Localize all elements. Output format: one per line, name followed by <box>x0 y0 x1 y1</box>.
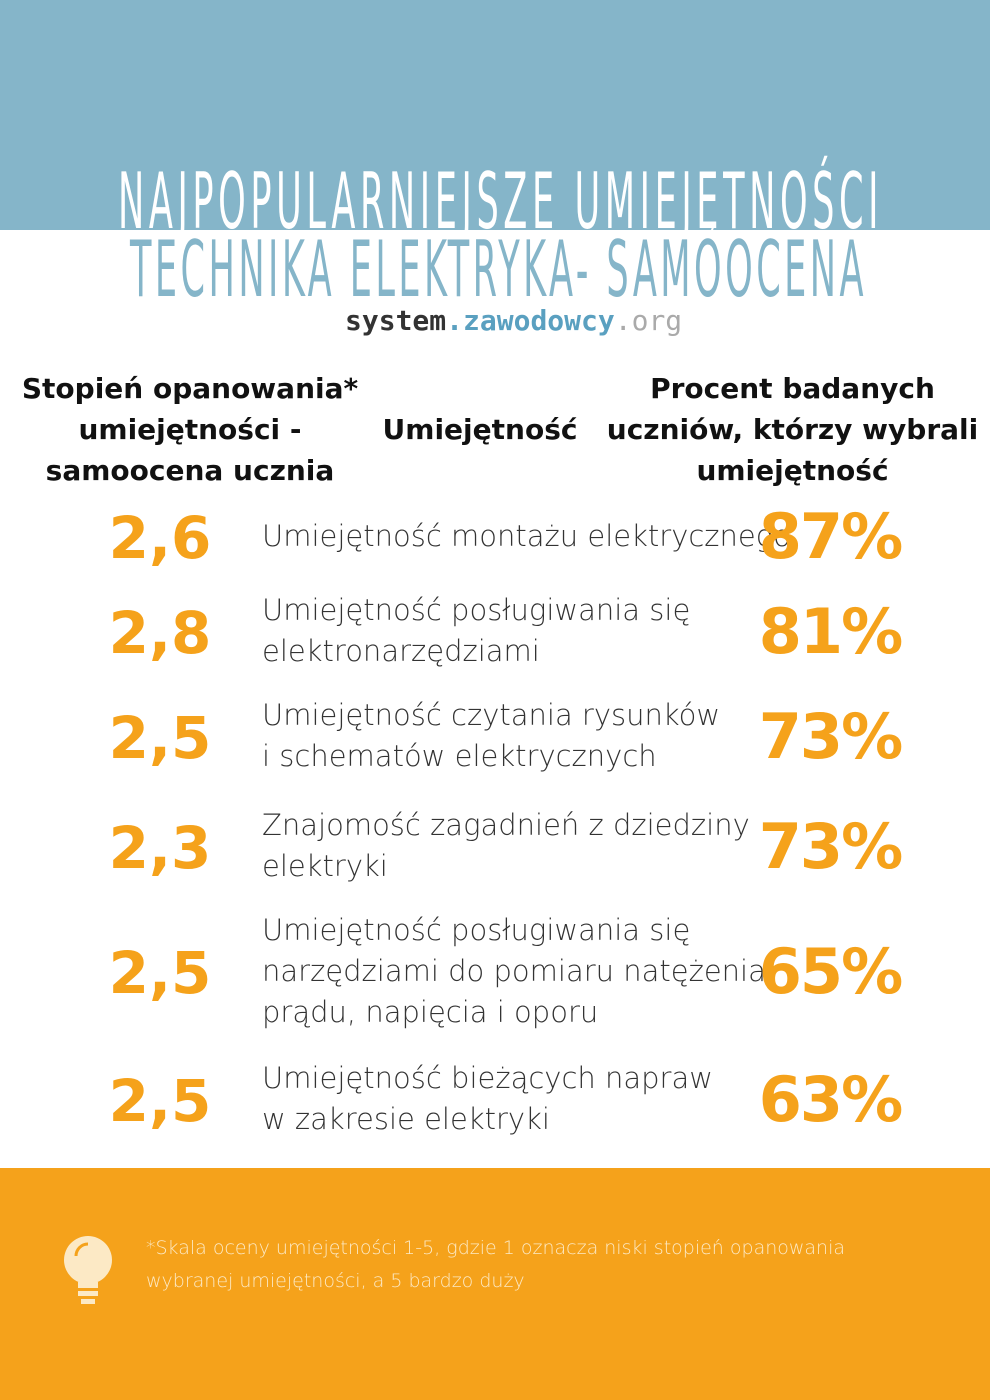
score: 2,5 <box>108 704 212 772</box>
column-header-line: samoocena ucznia <box>45 454 335 487</box>
column-header-line: umiejętności - <box>78 413 302 446</box>
skill-line: narzędziami do pomiaru natężenia <box>262 953 766 988</box>
score: 2,6 <box>108 504 212 572</box>
column-header: Stopień opanowania* umiejętności - samooce… <box>10 368 370 491</box>
column-header-line: Stopień opanowania* <box>21 372 359 405</box>
percent: 73% <box>758 700 903 773</box>
brand-part: .zawodowcy <box>446 304 615 337</box>
column-header-line: Procent badanych <box>650 372 935 405</box>
score: 2,3 <box>108 814 212 882</box>
bulb-icon <box>64 1236 112 1304</box>
skill-line: Umiejętność montażu elektrycznego <box>262 518 791 553</box>
skill-line: w zakresie elektryki <box>262 1102 550 1136</box>
percent: 63% <box>758 1063 903 1136</box>
brand-part: .org <box>615 304 682 337</box>
skill-line: i schematów elektrycznych <box>262 739 657 773</box>
footnote: *Skala oceny umiejętności 1-5, gdzie 1 o… <box>146 1237 846 1292</box>
skill: Umiejętność czytania rysunków i schematów… <box>262 695 720 777</box>
column-header: Umiejętność <box>375 409 585 450</box>
percent: 65% <box>758 935 903 1008</box>
header: NAJPOPULARNIEJSZE UMIEJĘTNOŚCI TECHNIKA … <box>118 156 879 337</box>
column-header-line: uczniów, którzy wybrali <box>606 413 979 446</box>
percent: 87% <box>758 500 903 573</box>
skill: Umiejętność bieżących napraw w zakresie e… <box>262 1058 713 1140</box>
percent: 73% <box>758 810 903 883</box>
footer-band <box>0 1168 990 1400</box>
column-header-line: umiejętność <box>696 454 889 487</box>
percent: 81% <box>758 595 903 668</box>
skill-line: Znajomość zagadnień z dziedziny <box>262 808 750 842</box>
skill-line: Umiejętność posługiwania się <box>262 912 691 947</box>
column-header: Procent badanych uczniów, którzy wybrali u… <box>600 368 985 491</box>
skill: Znajomość zagadnień z dziedziny elektryki <box>262 805 750 887</box>
top-band <box>0 0 990 230</box>
title-line1: NAJPOPULARNIEJSZE UMIEJĘTNOŚCI <box>118 156 879 248</box>
score: 2,5 <box>108 1067 212 1135</box>
skill-line: Umiejętność czytania rysunków <box>262 698 721 732</box>
skill-line: Umiejętność bieżących napraw <box>262 1061 713 1095</box>
score: 2,8 <box>108 599 212 667</box>
skill: Umiejętność montażu elektrycznego <box>262 516 791 557</box>
skill: Umiejętność posługiwania się narzędziami … <box>262 910 766 1033</box>
skill-line: prądu, napięcia i oporu <box>262 994 599 1029</box>
brand-part: system <box>345 304 446 337</box>
skill-line: Umiejętność posługiwania się <box>262 593 691 627</box>
skill: Umiejętność posługiwania się elektronarzę… <box>262 590 690 672</box>
brand: system.zawodowcy.org <box>345 304 682 337</box>
score: 2,5 <box>108 939 212 1007</box>
skill-line: elektronarzędziami <box>262 634 540 668</box>
skill-line: elektryki <box>262 849 388 883</box>
column-header-line: Umiejętność <box>382 413 578 446</box>
